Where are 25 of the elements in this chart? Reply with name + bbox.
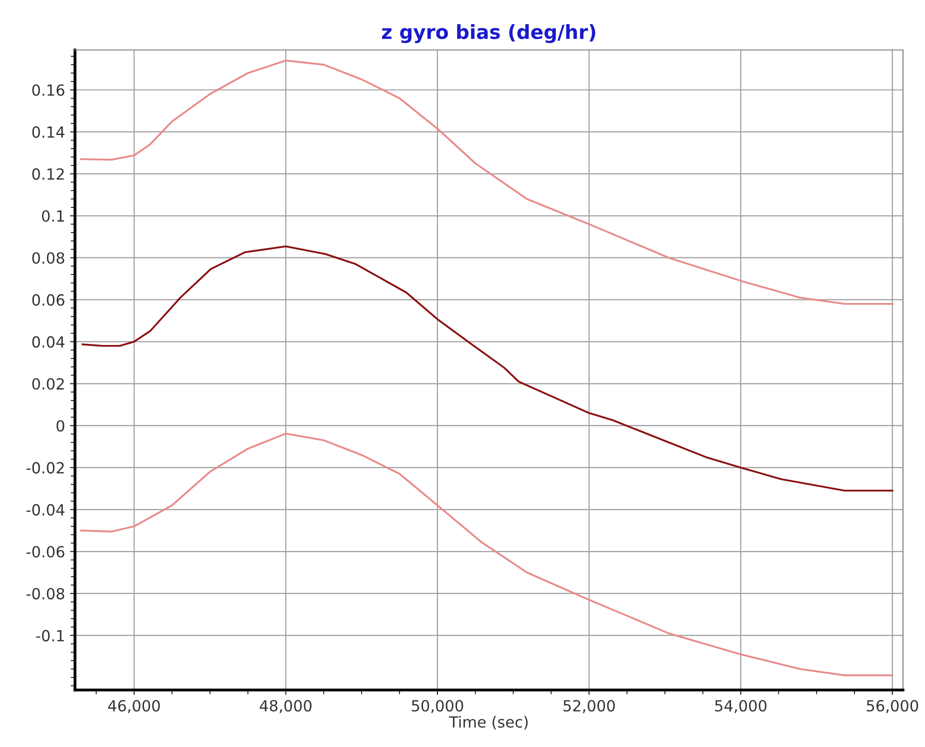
y-tick-label: 0.1: [42, 210, 64, 222]
line-series: [82, 246, 894, 492]
y-tick-label: -0.06: [26, 546, 64, 558]
y-tick-label: -0.04: [26, 504, 64, 516]
y-tick-label: -0.02: [26, 462, 64, 474]
y-tick-label: 0.08: [32, 252, 64, 264]
chart-title: z gyro bias (deg/hr): [382, 24, 596, 44]
y-tick-label: 0.06: [32, 294, 64, 306]
y-tick-label: 0.14: [32, 126, 64, 138]
x-tick-label: 48,000: [260, 700, 312, 714]
x-tick-label: 50,000: [412, 700, 464, 714]
x-tick-label: 52,000: [564, 700, 615, 714]
y-tick-label: 0.02: [32, 378, 64, 390]
line-series: [80, 432, 894, 676]
x-axis-title: Time (sec): [448, 716, 528, 730]
y-tick-label: 0.04: [32, 336, 64, 348]
y-tick-label: 0: [56, 420, 64, 432]
x-tick-label: 46,000: [108, 700, 160, 714]
y-tick-label: 0.12: [32, 168, 64, 180]
y-tick-label: 0.16: [32, 84, 64, 96]
y-tick-label: -0.1: [36, 630, 64, 642]
line-series: [80, 60, 894, 305]
x-tick-label: 54,000: [715, 700, 766, 714]
x-tick-label: 56,000: [866, 700, 918, 714]
y-tick-label: -0.08: [26, 588, 64, 600]
